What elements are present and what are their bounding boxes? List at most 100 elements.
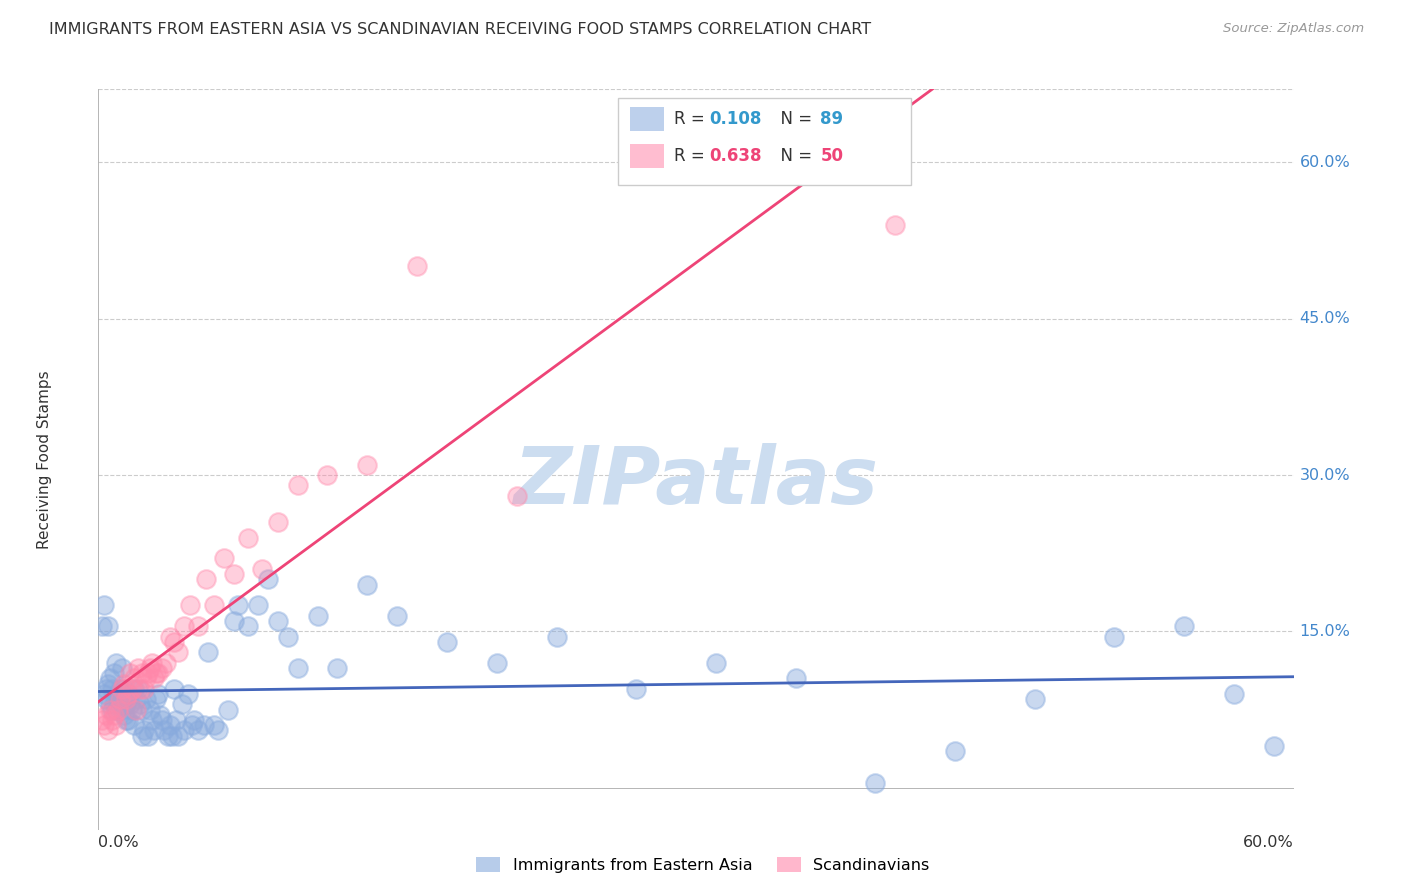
Point	[98, 671, 122, 685]
Point	[217, 703, 239, 717]
Point	[117, 687, 139, 701]
Point	[103, 666, 125, 681]
Point	[165, 713, 187, 727]
Point	[121, 703, 143, 717]
Point	[91, 619, 114, 633]
Text: 60.0%: 60.0%	[1243, 835, 1294, 850]
Point	[127, 661, 149, 675]
Point	[105, 718, 128, 732]
Point	[236, 531, 259, 545]
Point	[115, 713, 138, 727]
Point	[148, 666, 170, 681]
Text: 89: 89	[820, 110, 844, 128]
Point	[193, 718, 215, 732]
Text: 30.0%: 30.0%	[1299, 467, 1350, 483]
Point	[135, 671, 157, 685]
Point	[179, 599, 201, 613]
Text: 60.0%: 60.0%	[1299, 154, 1350, 169]
Point	[226, 599, 249, 613]
Point	[97, 676, 120, 690]
Point	[117, 713, 139, 727]
Point	[287, 661, 309, 675]
Point	[103, 707, 125, 722]
Point	[167, 645, 190, 659]
Point	[124, 681, 146, 696]
Point	[1223, 687, 1246, 701]
Point	[143, 723, 166, 738]
Text: 15.0%: 15.0%	[1299, 624, 1350, 639]
Point	[112, 707, 135, 722]
Point	[96, 681, 118, 696]
Point	[307, 608, 329, 623]
Point	[120, 698, 142, 712]
Text: N =: N =	[770, 110, 817, 128]
Point	[93, 687, 115, 701]
Point	[110, 698, 132, 712]
Point	[124, 718, 146, 732]
Point	[187, 619, 209, 633]
Point	[157, 729, 180, 743]
Point	[124, 671, 146, 685]
Point	[131, 666, 153, 681]
Point	[222, 567, 245, 582]
Point	[98, 703, 122, 717]
Point	[139, 661, 162, 675]
Point	[222, 614, 245, 628]
Point	[356, 458, 378, 472]
Point	[202, 599, 225, 613]
Point	[1104, 630, 1126, 644]
Point	[103, 698, 125, 712]
Point	[250, 562, 273, 576]
Point	[145, 692, 167, 706]
Text: 0.0%: 0.0%	[98, 835, 139, 850]
Point	[183, 713, 205, 727]
Point	[212, 551, 235, 566]
Point	[120, 666, 142, 681]
Point	[101, 703, 124, 717]
Point	[326, 661, 349, 675]
Point	[91, 713, 114, 727]
Point	[173, 619, 195, 633]
Point	[195, 572, 218, 586]
Point	[267, 515, 290, 529]
Point	[134, 681, 156, 696]
Point	[131, 729, 153, 743]
Point	[246, 599, 269, 613]
Text: 45.0%: 45.0%	[1299, 311, 1350, 326]
Point	[267, 614, 290, 628]
FancyBboxPatch shape	[619, 98, 911, 186]
Point	[107, 692, 129, 706]
Point	[136, 666, 159, 681]
Point	[865, 775, 887, 789]
Point	[406, 260, 429, 274]
Point	[181, 718, 204, 732]
Point	[111, 661, 134, 675]
Point	[115, 698, 138, 712]
Point	[1263, 739, 1285, 753]
Point	[107, 687, 129, 701]
FancyBboxPatch shape	[630, 144, 664, 169]
Text: ZIPatlas: ZIPatlas	[513, 442, 879, 521]
Point	[167, 729, 190, 743]
Point	[626, 681, 648, 696]
Text: Receiving Food Stamps: Receiving Food Stamps	[37, 370, 52, 549]
Point	[97, 723, 120, 738]
Text: N =: N =	[770, 147, 817, 165]
Point	[236, 619, 259, 633]
Point	[173, 723, 195, 738]
Point	[145, 666, 167, 681]
Point	[121, 681, 143, 696]
Text: R =: R =	[675, 110, 710, 128]
Point	[385, 608, 409, 623]
Point	[149, 707, 172, 722]
Point	[115, 692, 138, 706]
Point	[125, 692, 148, 706]
Point	[112, 676, 135, 690]
Point	[135, 692, 157, 706]
Point	[177, 687, 200, 701]
Text: R =: R =	[675, 147, 710, 165]
Point	[134, 723, 156, 738]
Point	[96, 692, 118, 706]
Point	[436, 635, 458, 649]
Point	[101, 713, 124, 727]
